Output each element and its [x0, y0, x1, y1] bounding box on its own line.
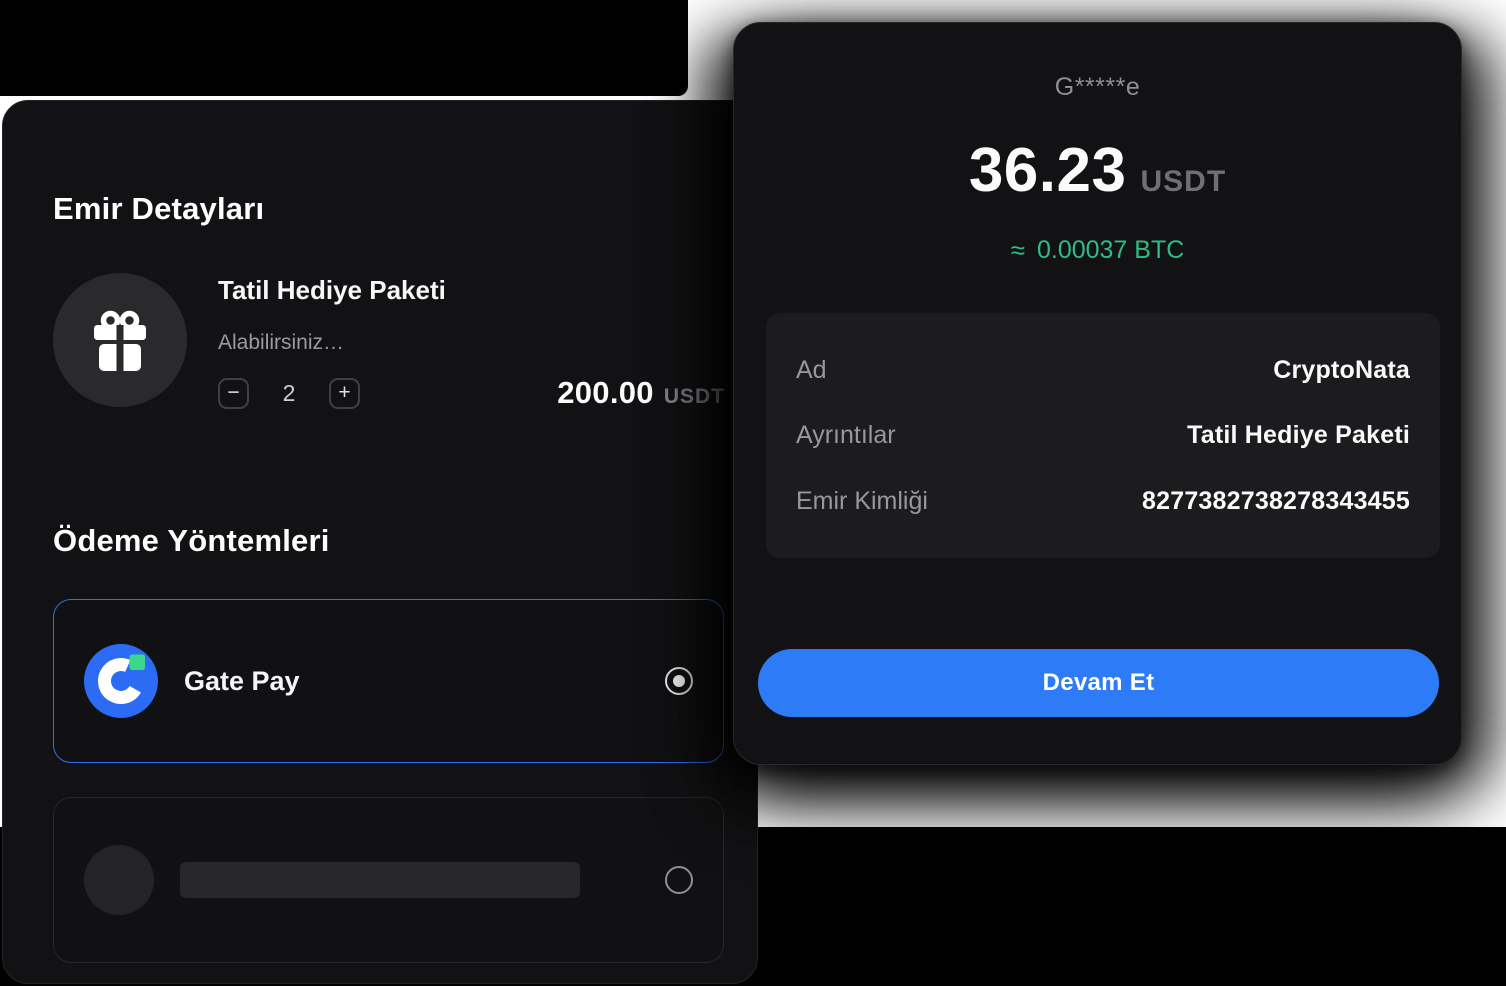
- payment-option-placeholder[interactable]: [53, 797, 724, 963]
- btc-value: 0.00037 BTC: [1036, 236, 1185, 264]
- quantity-decrease-button[interactable]: −: [218, 377, 249, 409]
- radio-selected-icon[interactable]: [665, 667, 693, 695]
- price-amount: 200.00: [557, 375, 654, 410]
- product-name: Tatil Hediye Paketi: [218, 275, 446, 305]
- order-summary-box: Ad CryptoNata Ayrıntılar Tatil Hediye Pa…: [766, 313, 1440, 558]
- payment-methods-title: Ödeme Yöntemleri: [53, 522, 330, 558]
- summary-row-order-id: Emir Kimliği 8277382738278343455: [796, 487, 1410, 516]
- product-avatar: [53, 273, 187, 407]
- order-details-card: Emir Detayları Tatil Hediye Paketi Alabi…: [2, 100, 758, 984]
- quantity-increase-button[interactable]: +: [329, 377, 360, 409]
- approx-icon: ≈: [1010, 235, 1025, 265]
- quantity-value: 2: [282, 379, 296, 406]
- price-currency: USDT: [663, 385, 725, 408]
- quantity-stepper: − 2 +: [218, 377, 360, 409]
- backdrop-top-left: [0, 0, 688, 96]
- payment-option-label: Gate Pay: [184, 665, 300, 696]
- payment-option-gate-pay[interactable]: Gate Pay: [53, 599, 724, 763]
- summary-label: Emir Kimliği: [796, 486, 928, 515]
- amount-value: 36.23: [968, 136, 1127, 205]
- summary-value: CryptoNata: [1273, 355, 1410, 384]
- product-price: 200.00 USDT: [557, 375, 725, 411]
- summary-row-details: Ayrıntılar Tatil Hediye Paketi: [796, 421, 1410, 450]
- product-description: Alabilirsiniz…: [218, 331, 345, 354]
- placeholder-logo-circle: [84, 845, 154, 915]
- summary-value: 8277382738278343455: [1142, 486, 1410, 515]
- order-details-title: Emir Detayları: [53, 190, 265, 226]
- gift-icon: [94, 310, 146, 371]
- btc-equivalent: ≈ 0.00037 BTC: [734, 235, 1461, 266]
- summary-label: Ad: [796, 355, 827, 384]
- continue-button[interactable]: Devam Et: [758, 649, 1439, 717]
- gate-pay-logo-icon: [84, 644, 158, 718]
- placeholder-label-bar: [180, 862, 580, 898]
- radio-unselected-icon[interactable]: [665, 866, 693, 894]
- amount-currency: USDT: [1140, 165, 1227, 198]
- payment-summary-card: G*****e 36.23 USDT ≈ 0.00037 BTC Ad Cryp…: [733, 22, 1462, 765]
- summary-value: Tatil Hediye Paketi: [1187, 421, 1410, 449]
- summary-row-name: Ad CryptoNata: [796, 356, 1410, 385]
- summary-label: Ayrıntılar: [796, 421, 896, 449]
- payment-amount: 36.23 USDT: [734, 135, 1461, 206]
- masked-username: G*****e: [1054, 73, 1141, 101]
